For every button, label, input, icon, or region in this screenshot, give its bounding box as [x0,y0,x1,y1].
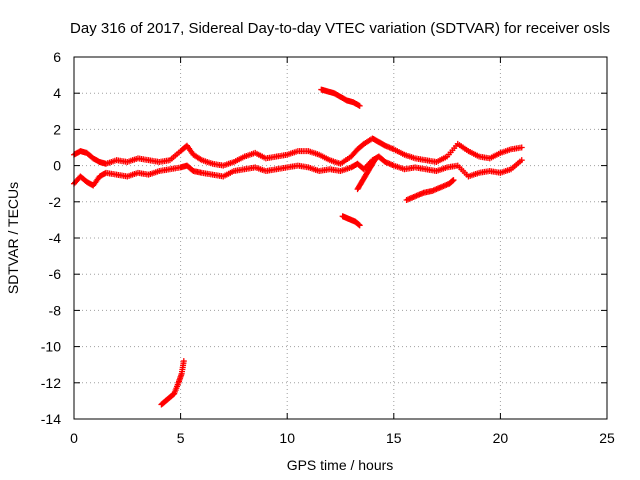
data-point [371,157,378,164]
series-3 [339,213,363,229]
plot-frame [73,56,608,420]
y-axis-label: SDTVAR / TECUs [5,182,21,294]
y-tick-label: 6 [53,49,61,65]
data-point [370,158,377,165]
y-tick-label: 0 [53,158,61,174]
y-tick-label: -6 [49,266,62,282]
series-2 [318,86,363,109]
series-4 [354,157,378,193]
x-tick-label: 0 [70,430,78,446]
y-tick-label: 2 [53,121,61,137]
data-point [356,102,363,109]
data-marks [71,86,525,408]
y-tick-label: -12 [41,375,61,391]
x-tick-label: 15 [386,430,402,446]
series-6 [158,358,187,408]
x-tick-label: 20 [493,430,509,446]
x-tick-label: 5 [177,430,185,446]
data-point [356,222,363,229]
series-5 [403,177,457,203]
y-tick-label: -4 [49,230,62,246]
y-tick-label: -2 [49,194,62,210]
chart-title: Day 316 of 2017, Sidereal Day-to-day VTE… [70,20,610,37]
data-point [180,358,187,365]
x-tick-label: 25 [599,430,615,446]
data-point [518,157,525,164]
data-point [518,144,525,151]
y-tick-label: -14 [41,411,61,427]
data-point [450,177,457,184]
x-tick-label: 10 [279,430,295,446]
x-axis-label: GPS time / hours [287,457,394,473]
grid [74,57,607,419]
series-1 [71,153,525,189]
y-tick-label: 4 [53,85,61,101]
y-tick-label: -10 [41,339,61,355]
series-0 [71,135,525,169]
y-tick-label: -8 [49,302,62,318]
